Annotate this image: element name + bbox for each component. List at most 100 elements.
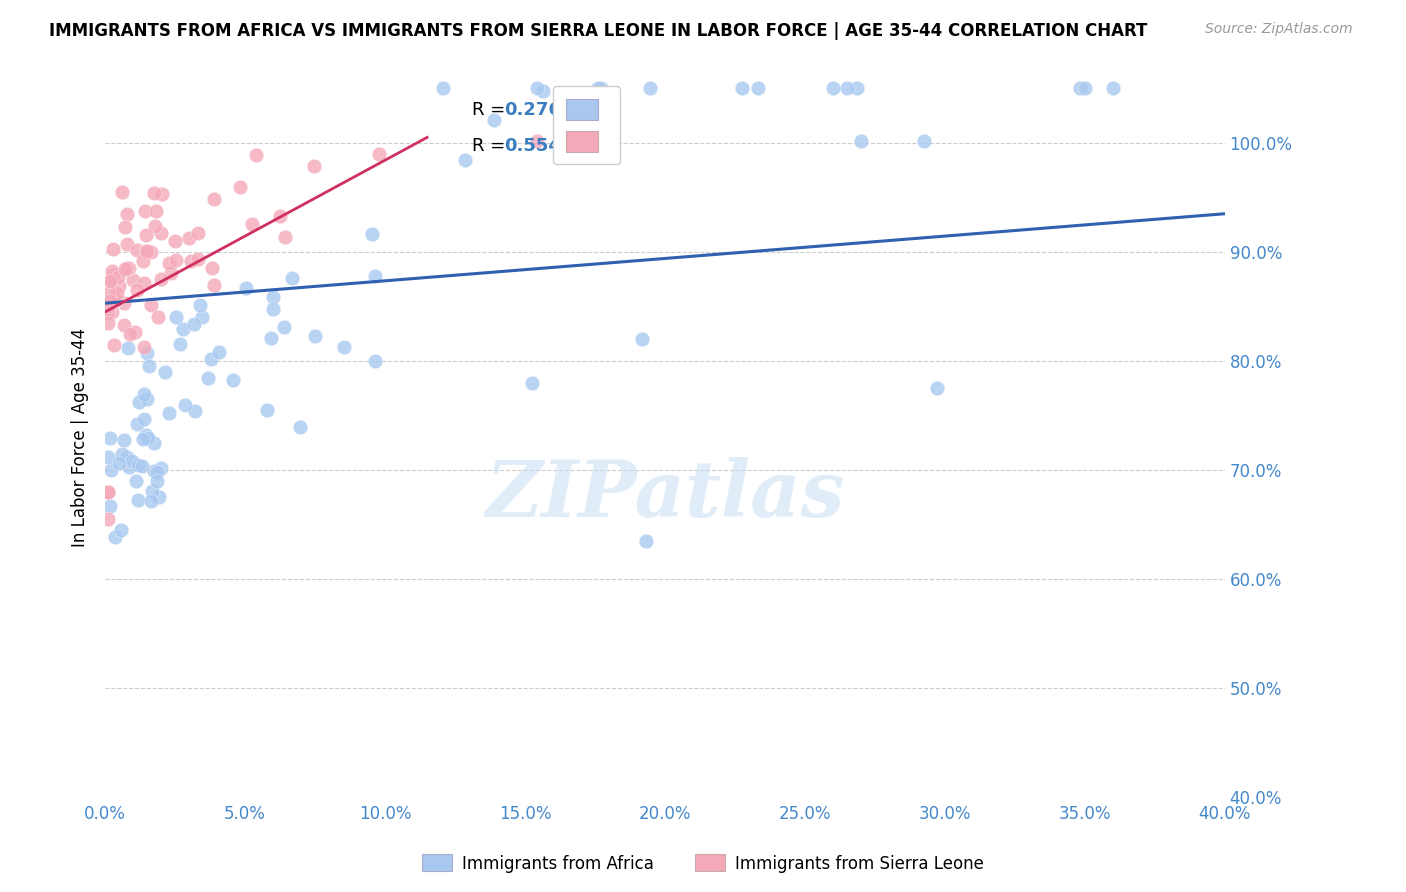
Point (229, 179, 252, 194)
Point (304, 329, 326, 343)
Point (134, 340, 156, 354)
Point (333, 340, 356, 354)
Point (101, 242, 124, 256)
Point (849, 134, 872, 148)
Point (135, 227, 157, 242)
Point (823, 81, 845, 95)
Point (202, 192, 225, 206)
Point (262, 290, 284, 304)
Point (235, 281, 257, 295)
Point (180, 254, 202, 268)
Point (105, 286, 128, 301)
Point (98, 294, 121, 309)
Point (136, 431, 159, 445)
Point (367, 146, 389, 161)
Legend: Immigrants from Africa, Immigrants from Sierra Leone: Immigrants from Africa, Immigrants from … (415, 847, 991, 880)
Point (153, 365, 176, 379)
Point (846, 81, 869, 95)
Point (108, 456, 131, 470)
Point (118, 261, 141, 276)
Point (550, 134, 572, 148)
Point (117, 237, 139, 252)
Text: ZIPatlas: ZIPatlas (485, 457, 845, 533)
Text: R =: R = (472, 101, 512, 119)
Point (150, 186, 173, 201)
Point (111, 185, 134, 199)
Point (115, 207, 138, 221)
Point (132, 254, 155, 268)
Point (124, 326, 146, 340)
Point (132, 386, 155, 401)
Point (221, 373, 243, 387)
Point (531, 84, 554, 98)
Point (256, 403, 278, 417)
Point (142, 436, 165, 450)
Point (118, 460, 141, 475)
Point (132, 432, 155, 446)
Point (183, 317, 205, 331)
Point (208, 345, 231, 359)
Point (482, 112, 505, 127)
Point (110, 524, 132, 538)
Point (150, 226, 173, 240)
Point (1101, 81, 1123, 95)
Point (361, 227, 384, 241)
Point (260, 331, 283, 345)
Point (112, 433, 135, 447)
Point (101, 273, 124, 287)
Point (98, 274, 121, 288)
Point (112, 318, 135, 333)
Point (191, 310, 214, 324)
Point (200, 352, 222, 367)
Point (145, 204, 167, 219)
Point (97, 316, 120, 330)
Text: R =: R = (472, 136, 512, 155)
Point (157, 405, 180, 419)
Point (1074, 81, 1097, 95)
Point (638, 81, 661, 95)
Point (108, 279, 131, 293)
Point (136, 244, 159, 258)
Point (131, 459, 153, 474)
Point (240, 217, 263, 231)
Point (912, 134, 935, 148)
Point (730, 81, 752, 95)
Text: 0.276: 0.276 (503, 101, 561, 119)
Point (135, 428, 157, 442)
Point (112, 296, 135, 310)
Point (631, 332, 654, 346)
Text: 0.554: 0.554 (503, 136, 561, 155)
Point (149, 460, 172, 475)
Point (184, 403, 207, 417)
Point (747, 81, 769, 95)
Point (187, 226, 209, 240)
Point (146, 465, 169, 479)
Point (136, 346, 159, 360)
Point (101, 264, 124, 278)
Point (100, 463, 122, 477)
Point (127, 417, 149, 432)
Point (197, 370, 219, 384)
Point (125, 284, 148, 298)
Point (114, 220, 136, 235)
Point (835, 81, 858, 95)
Point (520, 376, 543, 390)
Point (104, 293, 127, 307)
Point (179, 231, 201, 245)
Point (100, 499, 122, 513)
Point (1069, 81, 1091, 95)
Text: N =: N = (546, 136, 596, 155)
Text: 84: 84 (586, 101, 612, 119)
Point (143, 219, 166, 233)
Point (117, 341, 139, 355)
Point (132, 412, 155, 426)
Point (148, 310, 170, 325)
Point (202, 277, 225, 292)
Point (454, 153, 477, 167)
Point (636, 533, 658, 548)
Point (591, 81, 613, 95)
Point (115, 450, 138, 464)
Point (139, 494, 162, 508)
Point (364, 354, 387, 368)
Legend: , : , (553, 87, 620, 164)
